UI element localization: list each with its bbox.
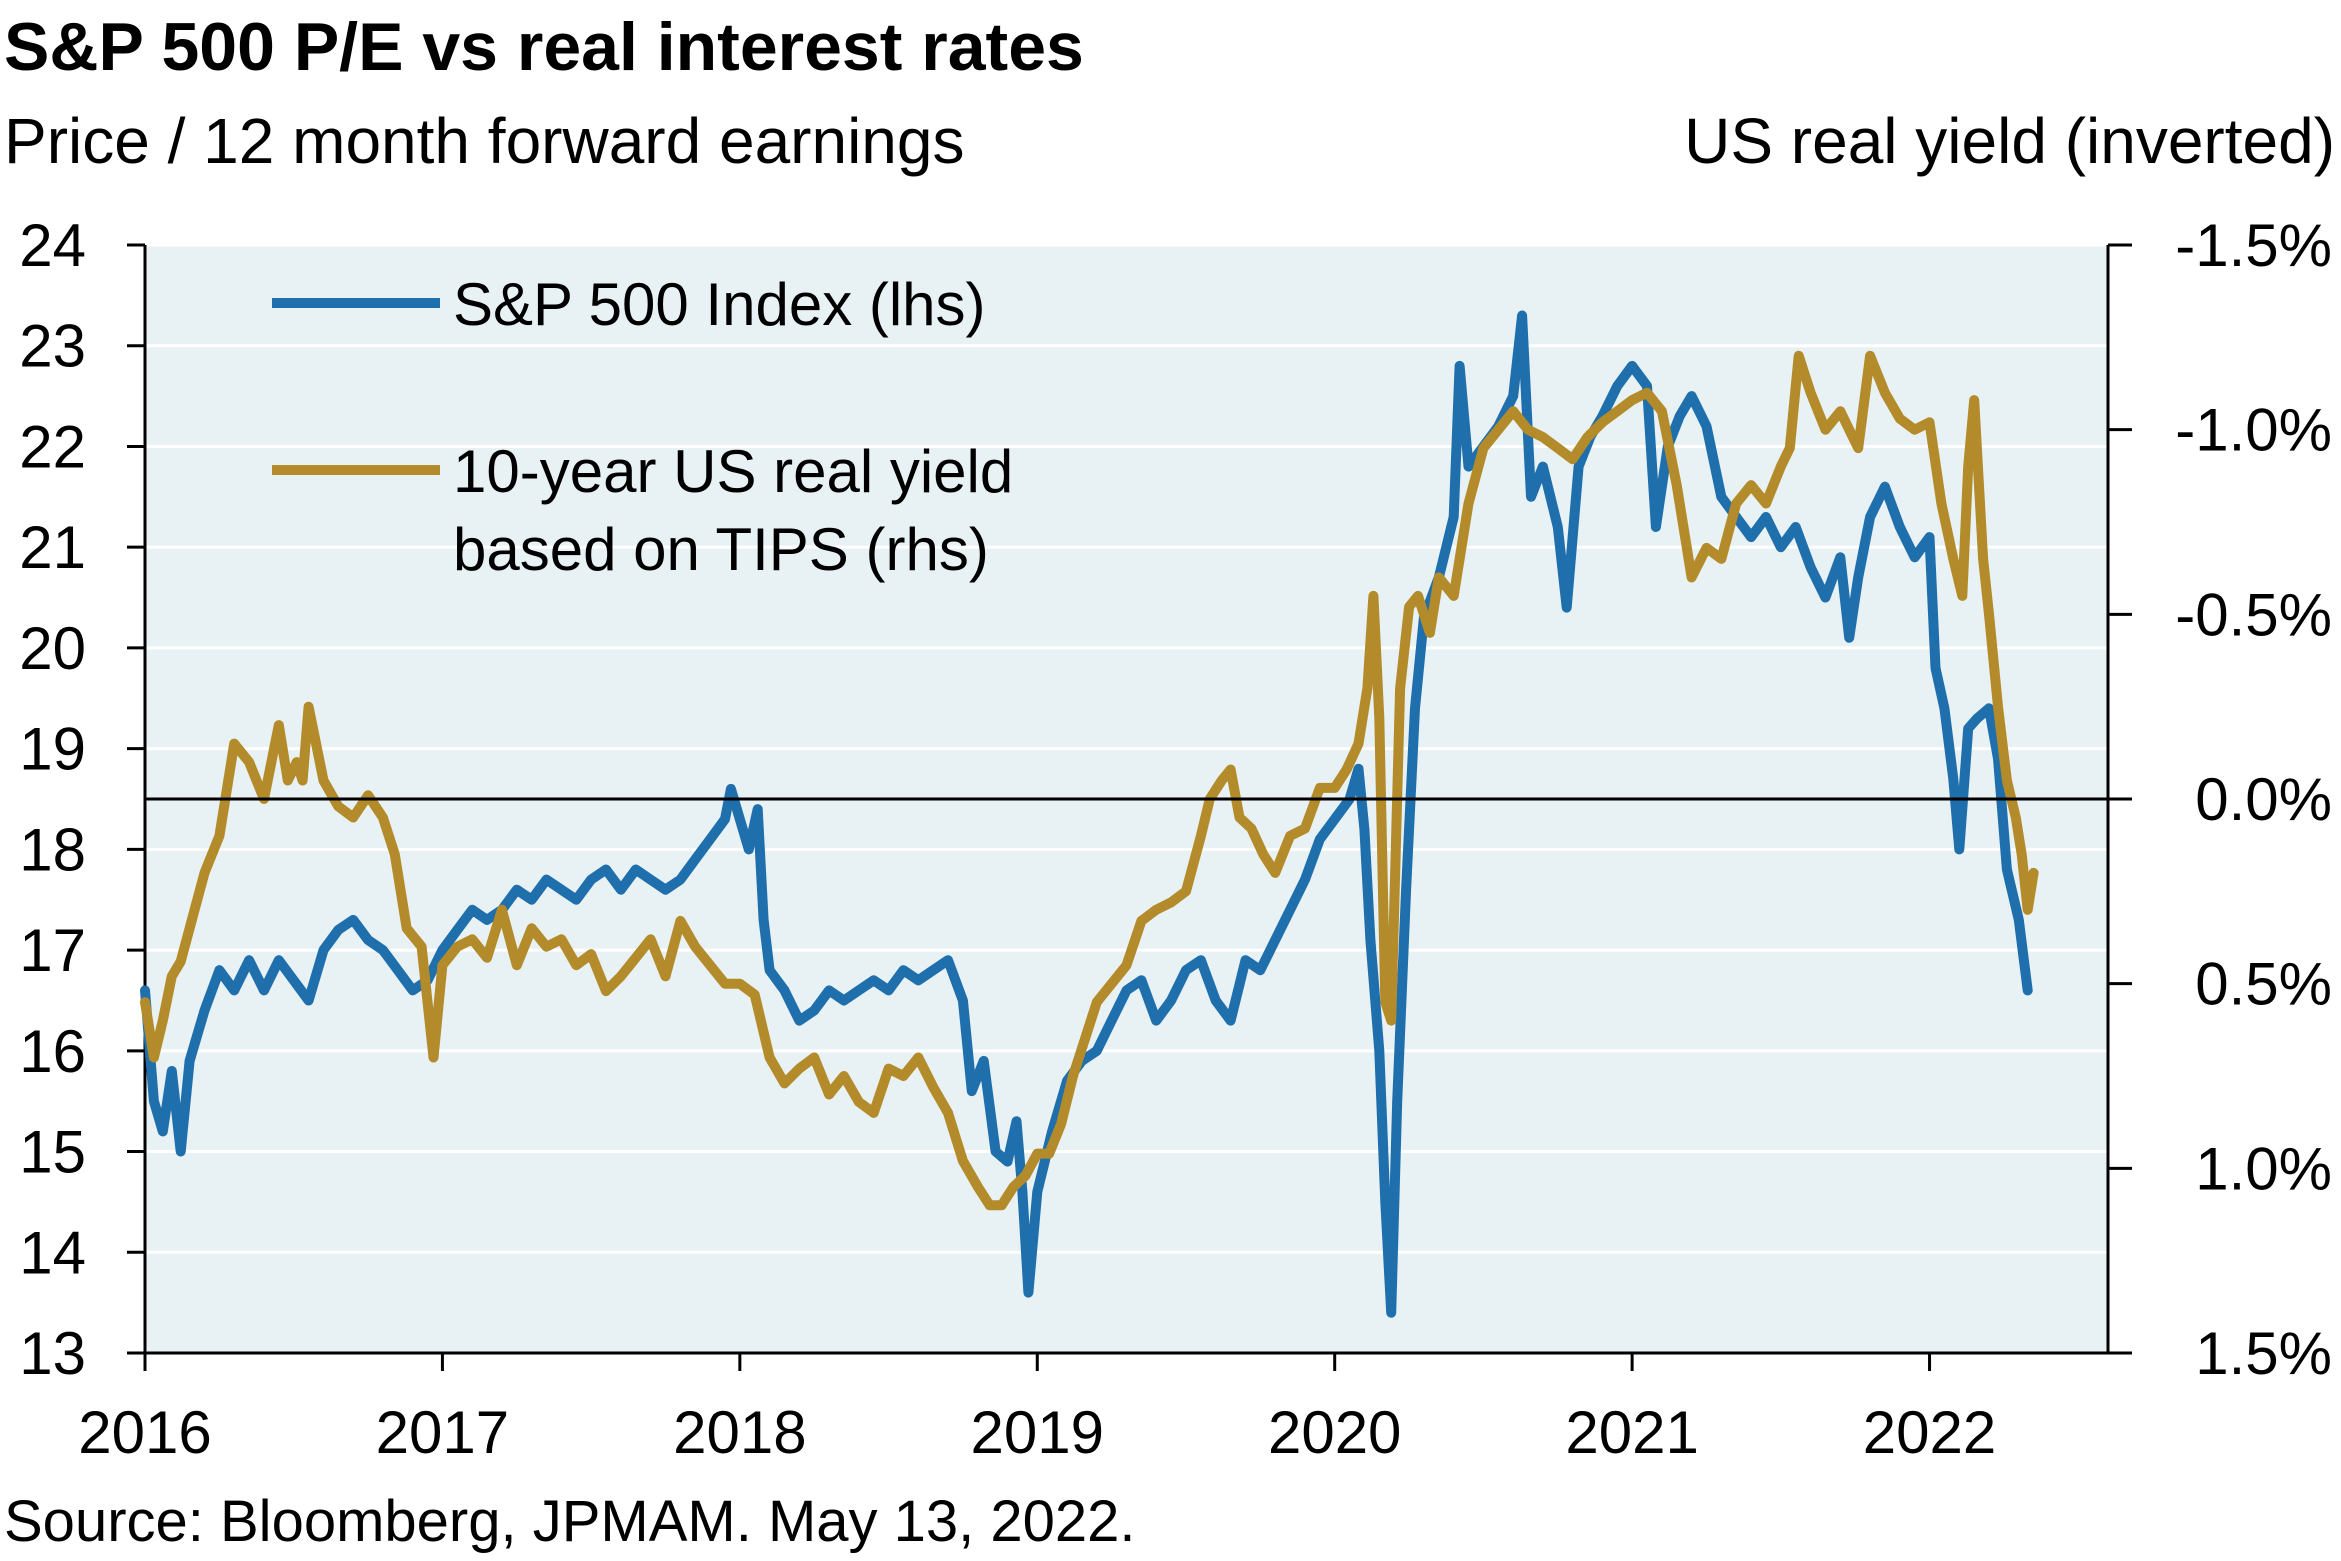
x-tick-label: 2020	[1268, 1399, 1401, 1466]
x-tick-label: 2018	[673, 1399, 806, 1466]
x-tick-label: 2022	[1863, 1399, 1996, 1466]
left-tick-label: 24	[19, 212, 86, 279]
left-axis-title: Price / 12 month forward earnings	[4, 105, 965, 177]
left-tick-label: 22	[19, 413, 86, 480]
left-tick-label: 20	[19, 615, 86, 682]
legend-label-real-yield: 10-year US real yield based on TIPS (rhs)	[453, 438, 1013, 583]
x-tick-label: 2019	[971, 1399, 1104, 1466]
x-tick-label: 2016	[78, 1399, 211, 1466]
left-tick-label: 16	[19, 1018, 86, 1085]
right-tick-label: -1.5%	[2175, 212, 2332, 279]
right-tick-label: 0.5%	[2195, 951, 2332, 1018]
x-tick-label: 2017	[376, 1399, 509, 1466]
left-tick-label: 19	[19, 716, 86, 783]
right-axis-title: US real yield (inverted)	[1684, 105, 2335, 177]
left-tick-label: 18	[19, 816, 86, 883]
right-tick-label: 0.0%	[2195, 766, 2332, 833]
x-tick-label: 2021	[1565, 1399, 1698, 1466]
right-tick-label: 1.0%	[2195, 1135, 2332, 1202]
left-tick-label: 17	[19, 917, 86, 984]
legend-label-sp500: S&P 500 Index (lhs)	[453, 271, 986, 338]
sp500-pe-line	[140, 310, 2033, 1318]
left-tick-label: 15	[19, 1119, 86, 1186]
right-tick-label: -1.0%	[2175, 397, 2332, 464]
right-tick-label: 1.5%	[2195, 1320, 2332, 1387]
left-tick-label: 23	[19, 313, 86, 380]
source-note: Source: Bloomberg, JPMAM. May 13, 2022.	[4, 1489, 1136, 1554]
left-tick-label: 14	[19, 1219, 86, 1286]
left-tick-label: 21	[19, 514, 86, 581]
left-tick-label: 13	[19, 1320, 86, 1387]
chart-title: S&P 500 P/E vs real interest rates	[4, 9, 1084, 85]
right-tick-label: -0.5%	[2175, 581, 2332, 648]
real-yield-line	[140, 350, 2039, 1211]
